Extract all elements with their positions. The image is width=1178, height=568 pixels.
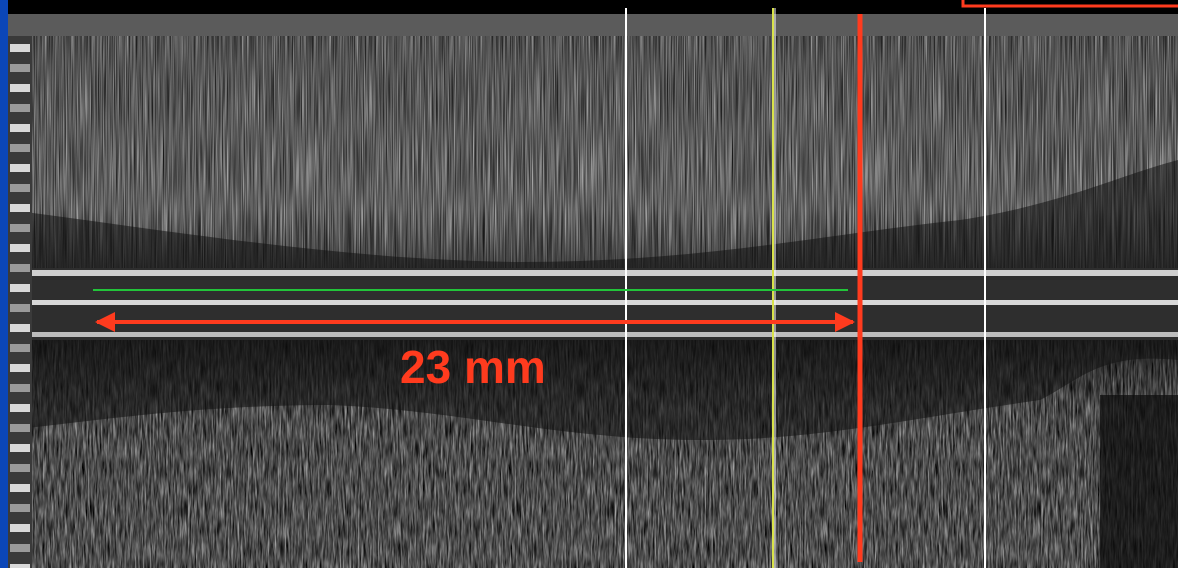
- scale-tick: [10, 404, 30, 412]
- catheter-band: [10, 268, 1178, 340]
- scale-tick: [10, 124, 30, 132]
- scale-tick: [10, 104, 30, 112]
- lower-vessel-wall: [10, 340, 1178, 568]
- scale-tick: [10, 284, 30, 292]
- scale-tick: [10, 204, 30, 212]
- scale-tick: [10, 44, 30, 52]
- scale-tick: [10, 304, 30, 312]
- scale-tick: [10, 184, 30, 192]
- scale-tick: [10, 544, 30, 552]
- upper-vessel-wall: [10, 36, 1178, 268]
- scale-tick: [10, 424, 30, 432]
- scale-tick: [10, 524, 30, 532]
- reference-box: [961, 0, 1178, 8]
- header-strip: [0, 0, 1178, 14]
- scale-tick: [10, 484, 30, 492]
- scale-tick: [10, 264, 30, 272]
- scale-tick: [10, 224, 30, 232]
- scale-tick: [10, 564, 30, 568]
- scale-tick: [10, 344, 30, 352]
- scale-tick: [10, 164, 30, 172]
- measurement-label: 23 mm: [400, 341, 546, 393]
- left-edge-bar: [0, 0, 8, 568]
- scale-tick: [10, 444, 30, 452]
- top-frame-band: [0, 14, 1178, 36]
- scale-tick: [10, 144, 30, 152]
- scale-tick: [10, 384, 30, 392]
- scale-tick: [10, 84, 30, 92]
- scale-tick: [10, 464, 30, 472]
- scale-tick: [10, 504, 30, 512]
- scale-tick: [10, 324, 30, 332]
- scale-tick: [10, 64, 30, 72]
- depth-scale: [8, 36, 32, 568]
- scale-tick: [10, 244, 30, 252]
- scale-tick: [10, 364, 30, 372]
